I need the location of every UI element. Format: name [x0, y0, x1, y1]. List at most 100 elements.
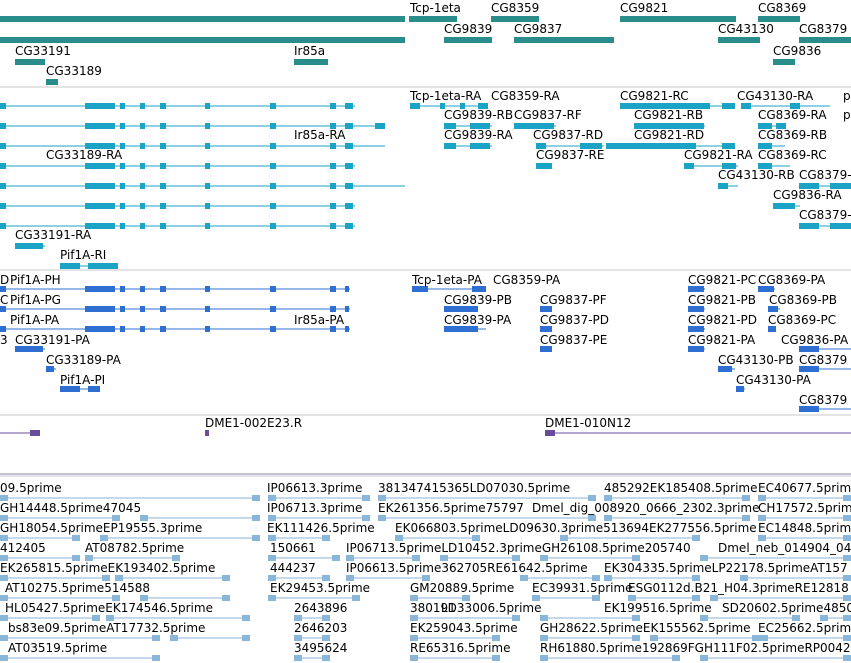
protein-block[interactable]: [688, 286, 704, 292]
exon-block[interactable]: [830, 223, 851, 229]
transcript-label-cg9839-ra[interactable]: CG9839-RA: [444, 128, 513, 142]
est-block[interactable]: [740, 575, 748, 581]
gene-label-cg33189[interactable]: CG33189: [46, 64, 102, 78]
est-label-ek29453-5prime[interactable]: EK29453.5prime: [270, 581, 370, 595]
exon-block[interactable]: [830, 183, 851, 189]
est-label-ek199516-5prime[interactable]: EK199516.5prime: [604, 601, 712, 615]
exon-block[interactable]: [470, 123, 490, 129]
exon-block[interactable]: [85, 123, 115, 129]
est-block[interactable]: [268, 555, 276, 561]
est-block[interactable]: [540, 555, 548, 561]
protein-block[interactable]: [270, 306, 276, 312]
protein-block[interactable]: [758, 286, 774, 292]
est-block[interactable]: [252, 495, 260, 501]
est-block[interactable]: [742, 515, 750, 521]
exon-block[interactable]: [160, 183, 166, 189]
est-label-at03519-5prime[interactable]: AT03519.5prime: [8, 641, 107, 655]
est-block[interactable]: [650, 635, 658, 641]
protein-block[interactable]: [205, 326, 210, 332]
est-block[interactable]: [346, 575, 354, 581]
est-block[interactable]: [540, 655, 548, 661]
est-block[interactable]: [472, 535, 480, 541]
est-block[interactable]: [843, 655, 851, 661]
est-block[interactable]: [540, 615, 548, 621]
exon-block[interactable]: [460, 103, 465, 109]
gene-feature[interactable]: [718, 37, 760, 43]
est-label-gm20889-5prime[interactable]: GM20889.5prime: [410, 581, 514, 595]
est-block[interactable]: [268, 575, 276, 581]
protein-block[interactable]: [270, 326, 276, 332]
est-block[interactable]: [632, 635, 640, 641]
est-block[interactable]: [322, 575, 330, 581]
protein-label-cg8369-pa[interactable]: CG8369-PA: [758, 273, 826, 287]
est-label-ld33006-5prime[interactable]: LD33006.5prime: [441, 601, 542, 615]
est-block[interactable]: [352, 595, 360, 601]
est-label-09-5prime[interactable]: 09.5prime: [0, 481, 62, 495]
exon-block[interactable]: [140, 223, 145, 229]
protein-label-cg9837-pe[interactable]: CG9837-PE: [540, 333, 607, 347]
est-block[interactable]: [322, 535, 330, 541]
transcript-label-cg9821-ra[interactable]: CG9821-RA: [684, 148, 753, 162]
protein-block[interactable]: [46, 366, 54, 372]
gene-feature[interactable]: [799, 37, 851, 43]
est-block[interactable]: [604, 515, 612, 521]
transcript-label-cg8369-ra[interactable]: CG8369-RA: [758, 108, 827, 122]
est-block[interactable]: [362, 495, 370, 501]
transcript-label-cg43130-rb[interactable]: CG43130-RB: [718, 168, 795, 182]
est-label-gh28622-5primeek155562-5prime[interactable]: GH28622.5primeEK155562.5prime: [540, 621, 751, 635]
protein-label-cg9836-pa[interactable]: CG9836-PA: [781, 333, 849, 347]
est-block[interactable]: [322, 635, 330, 641]
est-block[interactable]: [140, 515, 148, 521]
transcript-label-p[interactable]: p: [843, 108, 851, 122]
est-block[interactable]: [492, 655, 500, 661]
exon-block[interactable]: [85, 103, 115, 109]
clone-label-dme1-010n12[interactable]: DME1-010N12: [545, 416, 631, 430]
exon-block[interactable]: [799, 183, 819, 189]
protein-block[interactable]: [799, 346, 819, 352]
protein-block[interactable]: [15, 346, 43, 352]
est-block[interactable]: [604, 575, 612, 581]
est-block[interactable]: [242, 615, 250, 621]
est-block[interactable]: [843, 535, 851, 541]
protein-block[interactable]: [140, 286, 145, 292]
transcript-label-cg9837-rd[interactable]: CG9837-RD: [533, 128, 603, 142]
est-label-ek111426-5prime[interactable]: EK111426.5prime: [267, 521, 375, 535]
est-block[interactable]: [242, 635, 250, 641]
est-block[interactable]: [512, 555, 520, 561]
est-label-ec25662-5prime[interactable]: EC25662.5prime: [758, 621, 851, 635]
exon-block[interactable]: [120, 223, 125, 229]
protein-label-pif1a-pg[interactable]: Pif1A-PG: [10, 293, 61, 307]
est-block[interactable]: [346, 555, 354, 561]
exon-block[interactable]: [0, 223, 6, 229]
est-block[interactable]: [843, 615, 851, 621]
gene-feature[interactable]: [620, 16, 736, 22]
est-label-380191[interactable]: 380191: [410, 601, 456, 615]
protein-label-cg8379[interactable]: CG8379: [799, 393, 847, 407]
est-block[interactable]: [332, 555, 340, 561]
est-block[interactable]: [152, 655, 160, 661]
est-block[interactable]: [170, 635, 178, 641]
exon-block[interactable]: [160, 163, 166, 169]
transcript-label-cg9839-rb[interactable]: CG9839-RB: [444, 108, 513, 122]
exon-block[interactable]: [345, 203, 353, 209]
est-label-ek265815-5primeek193402-5prime[interactable]: EK265815.5primeEK193402.5prime: [0, 561, 215, 575]
protein-block[interactable]: [345, 286, 349, 292]
est-block[interactable]: [0, 615, 8, 621]
exon-block[interactable]: [722, 143, 735, 149]
est-block[interactable]: [410, 595, 418, 601]
est-block[interactable]: [512, 615, 520, 621]
protein-block[interactable]: [60, 386, 80, 392]
transcript-label-cg8369-rc[interactable]: CG8369-RC: [758, 148, 827, 162]
exon-block[interactable]: [514, 123, 554, 129]
est-block[interactable]: [322, 655, 330, 661]
exon-block[interactable]: [160, 223, 166, 229]
exon-block[interactable]: [85, 163, 115, 169]
gene-feature[interactable]: [294, 59, 328, 65]
protein-block[interactable]: [540, 306, 552, 312]
exon-block[interactable]: [270, 223, 276, 229]
exon-block[interactable]: [536, 163, 552, 169]
exon-block[interactable]: [270, 163, 276, 169]
protein-block[interactable]: [688, 326, 704, 332]
exon-block[interactable]: [140, 143, 145, 149]
est-block[interactable]: [294, 655, 302, 661]
